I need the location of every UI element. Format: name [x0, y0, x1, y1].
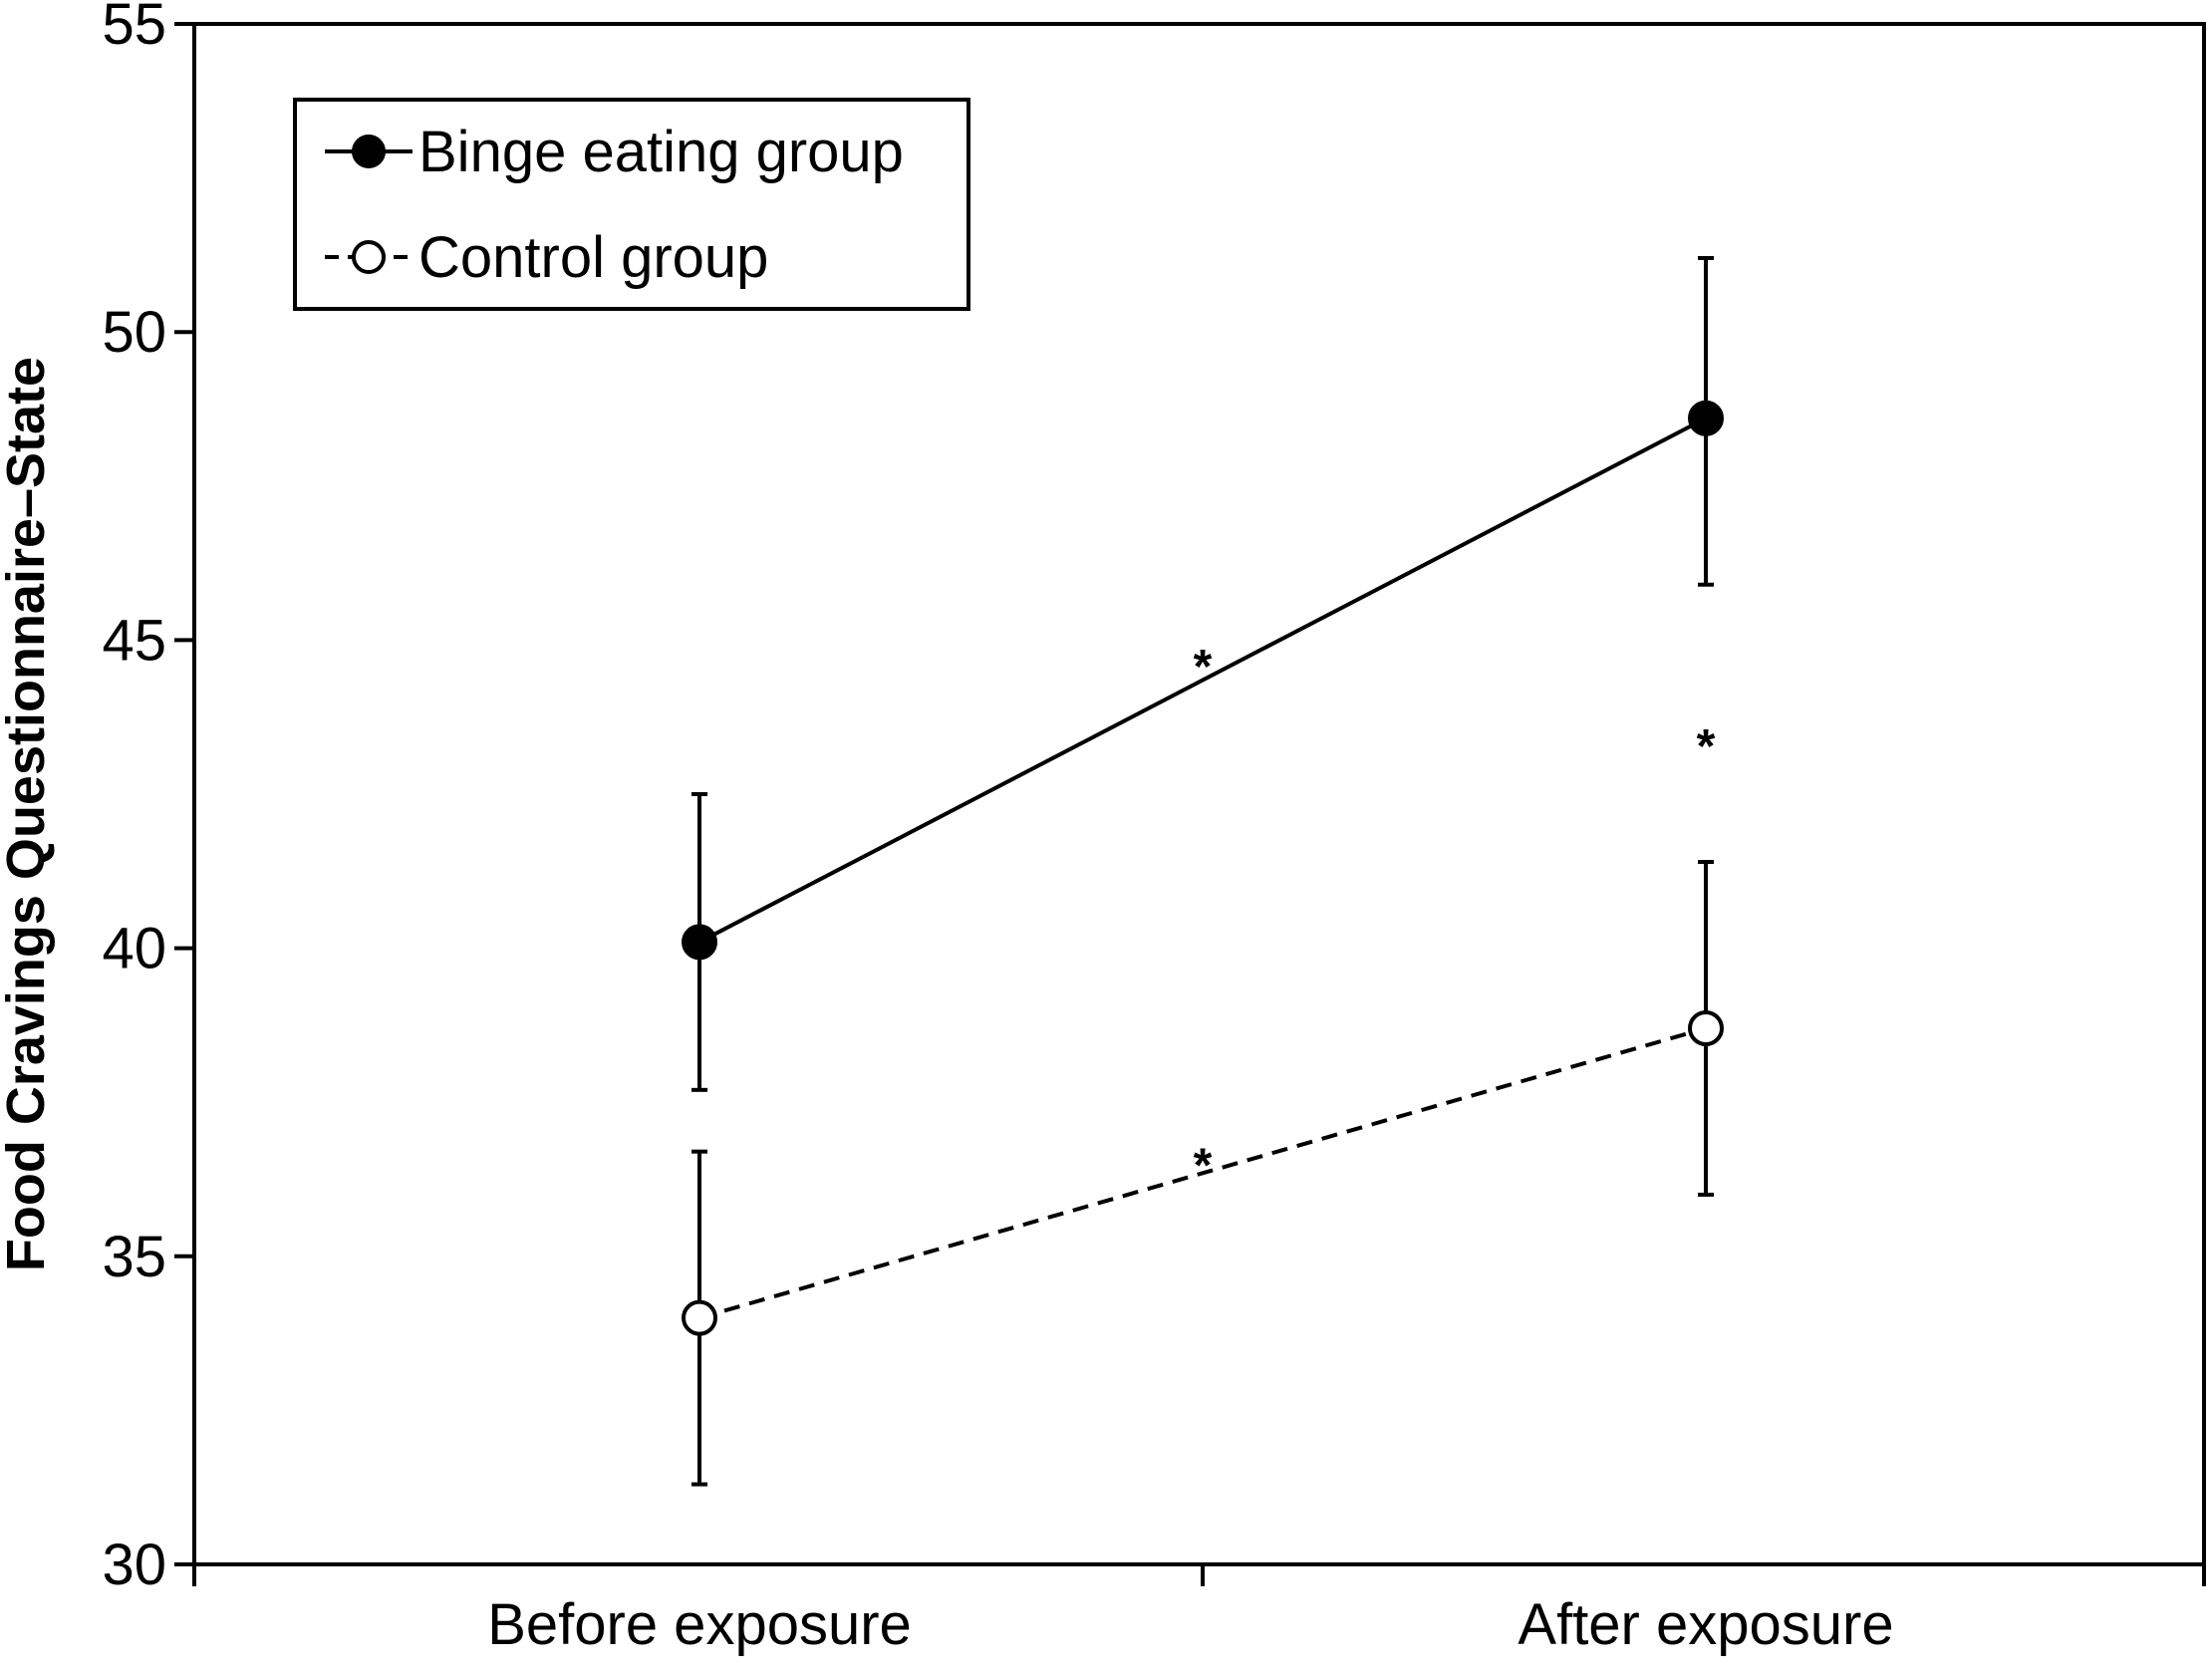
- x-category-label: Before exposure: [487, 1592, 912, 1657]
- significance-marker: *: [1194, 641, 1213, 694]
- series-binge-eating-group: [682, 255, 1724, 1092]
- significance-marker: *: [1697, 720, 1716, 773]
- legend-label: Control group: [418, 225, 768, 290]
- data-point: [1688, 400, 1724, 436]
- data-point: [682, 924, 717, 961]
- y-tick-label: 50: [102, 300, 166, 365]
- y-tick-label: 30: [102, 1533, 166, 1597]
- y-axis-label: Food Cravings Questionnaire–State: [0, 357, 56, 1271]
- y-tick-label: 55: [102, 0, 166, 57]
- y-tick-label: 45: [102, 608, 166, 673]
- legend-marker: [352, 135, 386, 168]
- data-point: [682, 1299, 717, 1336]
- y-tick-label: 40: [102, 917, 166, 981]
- series-layer: [682, 255, 1724, 1487]
- legend-marker: [352, 240, 386, 274]
- significance-marker: *: [1194, 1140, 1213, 1193]
- series-control-group: [682, 860, 1724, 1487]
- data-point: [1688, 1009, 1724, 1046]
- series-line: [698, 1026, 1707, 1320]
- y-tick-label: 35: [102, 1225, 166, 1289]
- annotation-layer: * * *: [1194, 641, 1716, 1193]
- legend-label: Binge eating group: [418, 120, 904, 184]
- series-line: [698, 417, 1707, 945]
- x-category-label: After exposure: [1518, 1592, 1893, 1657]
- legend-box: [293, 98, 970, 311]
- plot-frame: [192, 22, 2206, 1566]
- legend: Binge eating group Control group: [293, 98, 970, 311]
